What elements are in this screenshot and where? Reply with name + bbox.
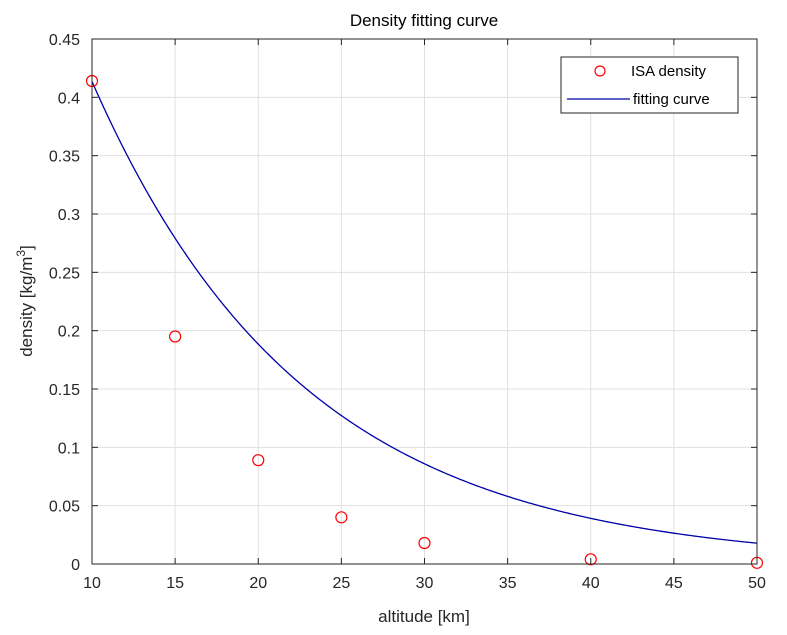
- y-axis-title-main: density [kg/m: [17, 257, 36, 357]
- legend: ISA density fitting curve: [560, 56, 739, 114]
- x-tick-label: 40: [582, 575, 600, 592]
- y-tick-label: 0.2: [58, 324, 80, 341]
- y-tick-label: 0.1: [58, 440, 80, 457]
- legend-marker-isa-density: [594, 65, 606, 77]
- x-tick-label: 50: [748, 575, 766, 592]
- y-axis-title: density [kg/m3]: [14, 245, 36, 357]
- legend-label-fitting-curve: fitting curve: [633, 91, 710, 108]
- y-tick-label: 0.15: [49, 382, 80, 399]
- isa-density-point: [418, 536, 431, 550]
- isa-density-point: [252, 454, 265, 467]
- x-tick-label: 45: [665, 575, 683, 592]
- x-tick-label: 35: [499, 575, 517, 592]
- x-tick-label: 25: [332, 575, 350, 592]
- x-axis-title: altitude [km]: [378, 607, 470, 626]
- y-tick-label: 0.3: [58, 207, 80, 224]
- x-tick-label: 10: [83, 575, 101, 592]
- x-tick-label: 15: [166, 575, 184, 592]
- chart-title: Density fitting curve: [350, 11, 498, 30]
- ticks: 10 15 20 25 30 35 40 45 50 0 0.05 0.1 0.15 0.2 0.25 0.3…: [49, 32, 766, 592]
- y-tick-label: 0.35: [49, 149, 80, 166]
- y-tick-label: 0: [71, 557, 80, 574]
- isa-density-point: [169, 330, 182, 343]
- isa-density-point: [335, 511, 348, 524]
- x-tick-label: 20: [249, 575, 267, 592]
- y-tick-label: 0.25: [49, 265, 80, 282]
- y-axis-title-end: ]: [17, 245, 36, 250]
- grid: [92, 39, 757, 564]
- fitting-curve-line: [91, 81, 758, 544]
- y-tick-label: 0.4: [58, 90, 80, 107]
- y-tick-label: 0.05: [49, 499, 80, 516]
- legend-box: [560, 56, 739, 114]
- isa-density-point: [584, 553, 597, 566]
- y-tick-label: 0.45: [49, 32, 80, 49]
- legend-label-isa-density: ISA density: [631, 63, 707, 80]
- x-tick-label: 30: [416, 575, 434, 592]
- y-axis-title-superscript: 3: [14, 250, 28, 257]
